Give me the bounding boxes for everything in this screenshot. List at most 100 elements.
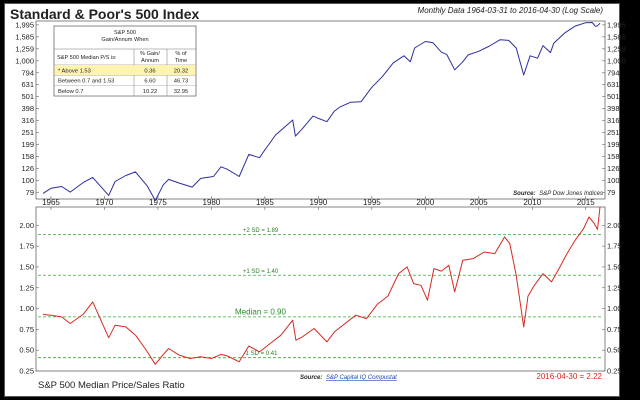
ratio-line bbox=[42, 206, 601, 365]
gain-table-row-label: Between 0.7 and 1.53 bbox=[58, 79, 114, 85]
top-y-tick-label-right: 1,259 bbox=[607, 44, 626, 53]
bottom-y-tick-label: 0.75 bbox=[19, 325, 34, 334]
bottom-chart-title: S&P 500 Median Price/Sales Ratio bbox=[38, 380, 185, 391]
top-y-axis-right: 79 100 126 158 199 251 316 398 501 631 794 1,000 1,2… bbox=[607, 20, 626, 197]
bottom-y-tick-label: 0.50 bbox=[19, 346, 34, 355]
gain-table-col3-header: % of bbox=[175, 51, 187, 57]
top-y-tick-label: 126 bbox=[21, 164, 34, 173]
x-axis: 1965 1970 1975 1980 1985 1990 1995 2000 2005 2010… bbox=[42, 196, 595, 210]
gain-table-row-time: 20.32 bbox=[174, 68, 189, 74]
gain-table-row-label: * Above 1.53 bbox=[58, 68, 91, 74]
index-line bbox=[42, 22, 601, 201]
x-tick-label: 2005 bbox=[470, 198, 488, 207]
x-tick-label: 2015 bbox=[577, 198, 595, 207]
top-y-tick-label-right: 126 bbox=[607, 164, 620, 173]
top-y-tick-label: 631 bbox=[21, 80, 34, 89]
x-tick-label: 1985 bbox=[256, 198, 274, 207]
bottom-source-label: Source: bbox=[300, 375, 322, 381]
top-y-tick-label-right: 79 bbox=[607, 188, 615, 197]
top-y-tick-label-right: 251 bbox=[607, 128, 620, 137]
bottom-y-tick-label-right: 1.75 bbox=[607, 242, 622, 251]
x-tick-label: 1990 bbox=[309, 198, 327, 207]
top-y-tick-label-right: 1,995 bbox=[607, 20, 626, 29]
top-source-text: S&P Dow Jones Indices bbox=[539, 191, 603, 197]
gain-table-row-time: 32.95 bbox=[174, 89, 189, 95]
x-tick-label: 1995 bbox=[363, 198, 381, 207]
bottom-y-tick-label-right: 1.00 bbox=[607, 304, 622, 313]
top-y-tick-label-right: 631 bbox=[607, 80, 620, 89]
top-source-label: Source: bbox=[513, 191, 535, 197]
top-y-tick-label: 1,585 bbox=[15, 32, 34, 41]
top-y-tick-label: 398 bbox=[21, 104, 34, 113]
bottom-y-tick-label-right: 0.50 bbox=[607, 346, 622, 355]
gain-table: S&P 500 Gain/Annum When S&P 500 Median P… bbox=[53, 25, 197, 97]
top-chart-title: Standard & Poor's 500 Index bbox=[10, 6, 199, 22]
top-y-tick-label-right: 1,585 bbox=[607, 32, 626, 41]
bottom-y-tick-label: 1.00 bbox=[19, 304, 34, 313]
bottom-latest-value: 2016-04-30 = 2.22 bbox=[536, 372, 602, 381]
top-y-tick-label-right: 398 bbox=[607, 104, 620, 113]
bottom-y-tick-label-right: 0.25 bbox=[607, 367, 622, 376]
x-tick-label: 1980 bbox=[203, 198, 221, 207]
bottom-y-tick-label: 0.25 bbox=[19, 367, 34, 376]
gain-table-subtitle: Gain/Annum When bbox=[101, 37, 148, 43]
gain-table-col1-header: S&P 500 Median P/S is: bbox=[57, 55, 117, 61]
bottom-y-tick-label: 1.75 bbox=[19, 242, 34, 251]
bottom-y-tick-label: 1.50 bbox=[19, 262, 34, 271]
gain-table-col2-header-line2: Annum bbox=[141, 58, 159, 64]
bottom-chart-grid bbox=[36, 225, 605, 372]
top-y-tick-label-right: 501 bbox=[607, 92, 620, 101]
top-y-tick-label-right: 316 bbox=[607, 116, 620, 125]
top-y-tick-label: 100 bbox=[21, 176, 34, 185]
reference-lines: +2 SD = 1.89 +1 SD = 1.40 Median = 0.90 -1 … bbox=[38, 228, 603, 359]
bottom-y-tick-label: 2.00 bbox=[19, 221, 34, 230]
reference-line-label: -1 SD = 0.41 bbox=[244, 351, 279, 357]
gain-table-row-gain: 10.22 bbox=[143, 89, 158, 95]
top-y-tick-label: 1,000 bbox=[15, 56, 34, 65]
bottom-y-tick-label-right: 1.50 bbox=[607, 262, 622, 271]
gain-table-highlight bbox=[54, 65, 196, 76]
bottom-plot-area bbox=[35, 206, 606, 372]
bottom-y-tick-label-right: 1.25 bbox=[607, 283, 622, 292]
top-y-tick-label: 1,995 bbox=[15, 20, 34, 29]
top-y-tick-label: 251 bbox=[21, 128, 34, 137]
index-series bbox=[42, 22, 601, 201]
bottom-y-tick-label: 1.25 bbox=[19, 283, 34, 292]
bottom-y-tick-label-right: 0.75 bbox=[607, 325, 622, 334]
top-y-tick-label: 158 bbox=[21, 152, 34, 161]
x-tick-label: 1970 bbox=[96, 198, 114, 207]
reference-line-label: +1 SD = 1.40 bbox=[243, 269, 279, 275]
top-chart-note: Monthly Data 1964-03-31 to 2016-04-30 (L… bbox=[418, 6, 604, 15]
gain-table-row-gain: 0.36 bbox=[144, 68, 155, 74]
top-chart-grid bbox=[36, 24, 605, 194]
x-tick-label: 2010 bbox=[523, 198, 541, 207]
bottom-source: Source: S&P Capital IQ Compustat bbox=[300, 375, 397, 381]
top-y-tick-label: 316 bbox=[21, 116, 34, 125]
top-y-tick-label: 79 bbox=[26, 188, 34, 197]
top-y-tick-label: 794 bbox=[21, 68, 34, 77]
gain-table-col2-header: % Gain/ bbox=[140, 51, 160, 57]
reference-line-label: +2 SD = 1.89 bbox=[243, 228, 279, 234]
top-y-tick-label-right: 158 bbox=[607, 152, 620, 161]
x-tick-label: 2000 bbox=[416, 198, 434, 207]
top-y-tick-label-right: 794 bbox=[607, 68, 620, 77]
x-tick-label: 1965 bbox=[42, 198, 60, 207]
gain-table-title: S&P 500 bbox=[114, 30, 136, 36]
top-y-tick-label-right: 199 bbox=[607, 140, 620, 149]
gain-table-col3-header-line2: Time bbox=[175, 58, 187, 64]
ratio-series bbox=[42, 206, 601, 365]
bottom-y-axis-right: 0.25 0.50 0.75 1.00 1.25 1.50 1.75 2.00 bbox=[607, 221, 622, 376]
gain-table-row-time: 46.73 bbox=[174, 79, 189, 85]
bottom-y-tick-label-right: 2.00 bbox=[607, 221, 622, 230]
top-y-tick-label: 1,259 bbox=[15, 44, 34, 53]
top-y-tick-label: 199 bbox=[21, 140, 34, 149]
top-plot-area bbox=[35, 20, 606, 200]
reference-line-label: Median = 0.90 bbox=[235, 307, 286, 316]
top-y-tick-label-right: 1,000 bbox=[607, 56, 626, 65]
bottom-source-text: S&P Capital IQ Compustat bbox=[326, 375, 397, 381]
top-y-axis-left: 79 100 126 158 199 251 316 398 501 631 794 1,000 1,2… bbox=[15, 20, 34, 197]
x-tick-label: 1975 bbox=[149, 198, 167, 207]
top-y-tick-label: 501 bbox=[21, 92, 34, 101]
gain-table-row-gain: 6.60 bbox=[144, 79, 155, 85]
